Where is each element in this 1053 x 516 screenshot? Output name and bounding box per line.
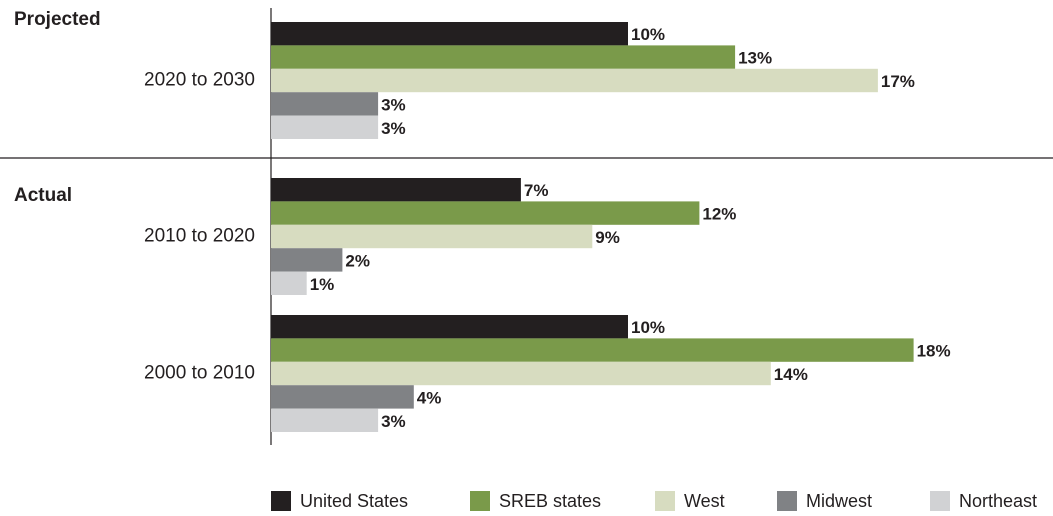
value-label: 18% [917,342,951,361]
bar [271,178,521,202]
value-label: 10% [631,318,665,337]
value-label: 12% [702,205,736,224]
category-label: 2020 to 2030 [144,70,255,91]
bar [271,92,379,116]
category-label: 2000 to 2010 [144,363,255,384]
legend-label: SREB states [499,491,601,511]
legend-swatch [930,491,950,511]
bar [271,361,771,386]
bar [271,45,736,69]
value-label: 17% [881,72,915,91]
group-label: Projected [14,9,101,30]
legend-label: Northeast [959,491,1037,511]
legend-swatch [655,491,675,511]
bar [271,22,628,46]
bar [271,271,307,295]
value-label: 4% [417,388,442,407]
legend-label: West [684,491,725,511]
bar [271,408,379,432]
value-label: 2% [345,251,370,270]
value-label: 3% [381,119,406,138]
bar [271,224,593,249]
bar [271,338,914,362]
legend-swatch [470,491,490,511]
value-label: 13% [738,49,772,68]
bar [271,115,379,139]
bar [271,315,628,339]
value-label: 10% [631,25,665,44]
legend-label: Midwest [806,491,872,511]
bar [271,68,878,93]
bar [271,385,414,409]
value-label: 3% [381,412,406,431]
value-label: 7% [524,181,549,200]
bar [271,201,700,225]
legend-swatch [777,491,797,511]
legend-swatch [271,491,291,511]
category-label: 2010 to 2020 [144,226,255,247]
group-label: Actual [14,185,72,206]
value-label: 14% [774,365,808,384]
value-label: 1% [310,275,335,294]
value-label: 9% [595,228,620,247]
bar [271,248,343,272]
legend-label: United States [300,491,408,511]
value-label: 3% [381,95,406,114]
